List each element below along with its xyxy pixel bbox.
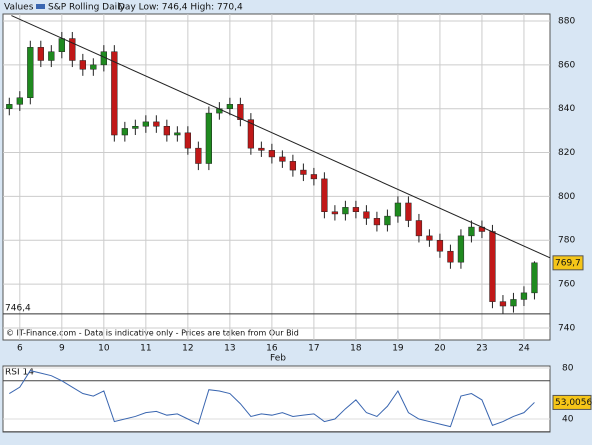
x-tick-label: 16 — [266, 344, 278, 354]
candle-body — [132, 125, 139, 129]
candle-body — [111, 51, 118, 136]
candle-body — [174, 132, 181, 136]
candle-body — [300, 169, 307, 175]
candle-body — [79, 60, 86, 70]
legend-entry: S&P Rolling Daily — [48, 3, 126, 13]
candle-body — [279, 156, 286, 162]
candle-body — [510, 299, 517, 307]
candle-body — [363, 211, 370, 219]
subtitle: Day Low: 746,4 High: 770,4 — [118, 3, 243, 13]
legend-swatch — [36, 4, 45, 9]
footnote: © IT-Finance.com - Data is indicative on… — [6, 329, 299, 338]
candle-body — [153, 121, 160, 127]
y-tick-label: 780 — [558, 236, 575, 246]
candle-body — [6, 104, 13, 109]
candle-body — [184, 132, 191, 149]
y-tick-label: 760 — [558, 280, 575, 290]
candle-body — [226, 104, 234, 109]
trendline — [11, 15, 551, 259]
y-tick-label: 820 — [558, 148, 575, 158]
x-tick-label: 13 — [224, 344, 235, 354]
x-tick-label: 19 — [392, 344, 404, 354]
candle-body — [426, 235, 433, 241]
panel-label: Values — [4, 3, 34, 13]
candle-body — [384, 215, 391, 226]
candle-body — [121, 128, 128, 136]
price-badge — [552, 255, 584, 271]
x-tick-label: 18 — [350, 344, 362, 354]
candle-body — [405, 202, 412, 221]
candle-body — [342, 207, 349, 215]
candle-body — [289, 161, 297, 171]
candle-body — [321, 178, 328, 212]
rsi-title: RSI 14 — [5, 368, 34, 378]
candle-body — [499, 301, 507, 307]
candle-body — [90, 64, 97, 70]
x-axis-label: Feb — [270, 354, 286, 364]
price-badge-label: 769,7 — [555, 258, 581, 268]
x-tick-label: 11 — [140, 344, 151, 354]
y-tick-label: 880 — [558, 17, 575, 27]
candle-body — [237, 104, 244, 120]
y-tick-label: 80 — [562, 364, 574, 374]
rsi-badge — [552, 394, 592, 410]
x-tick-label: 9 — [59, 344, 65, 354]
y-tick-label: 40 — [562, 415, 574, 425]
candle-body — [415, 220, 423, 237]
rsi-panel — [2, 365, 551, 433]
candle-body — [394, 202, 402, 217]
rsi-line — [9, 370, 535, 428]
candle-body — [37, 47, 44, 61]
candle-body — [58, 38, 65, 52]
y-tick-label: 860 — [558, 60, 575, 70]
candle-body — [489, 231, 496, 302]
y-tick-label: 800 — [558, 192, 575, 202]
x-tick-label: 17 — [308, 344, 319, 354]
candle-body — [531, 262, 538, 294]
candle-body — [205, 112, 212, 164]
candle-body — [48, 51, 55, 61]
candle-body — [195, 147, 202, 164]
x-tick-label: 6 — [17, 344, 23, 354]
candle-body — [310, 174, 318, 180]
candle-body — [331, 211, 339, 215]
candle-body — [142, 121, 149, 127]
y-tick-label: 840 — [558, 104, 575, 114]
x-tick-label: 12 — [182, 344, 193, 354]
candle-body — [27, 47, 34, 98]
low-line-label: 746,4 — [5, 303, 31, 313]
candle-body — [468, 226, 475, 237]
candle-body — [457, 235, 465, 263]
candle-body — [436, 239, 444, 252]
candle-body — [268, 150, 276, 158]
candle-body — [520, 292, 528, 300]
candle-body — [447, 250, 454, 263]
x-tick-label: 23 — [476, 344, 487, 354]
rsi-badge-label: 53,0056 — [555, 398, 592, 408]
candle-body — [247, 119, 255, 149]
candle-body — [163, 125, 170, 136]
candle-body — [16, 97, 23, 105]
candle-body — [352, 207, 360, 212]
x-tick-label: 10 — [98, 344, 110, 354]
y-tick-label: 740 — [558, 323, 575, 333]
x-tick-label: 20 — [434, 344, 446, 354]
candle-body — [258, 147, 265, 151]
candle-body — [373, 218, 381, 226]
x-tick-label: 24 — [518, 344, 530, 354]
candle-body — [69, 38, 76, 61]
